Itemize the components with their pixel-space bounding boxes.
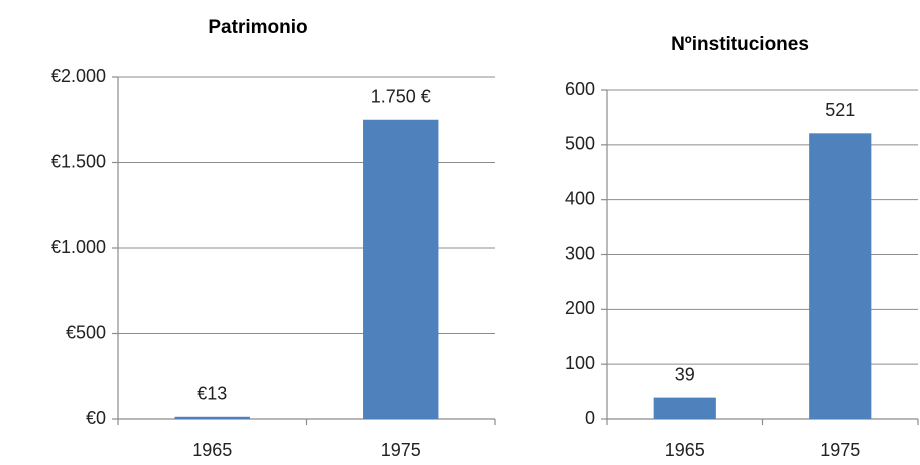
x-tick-label: 1965 [192,440,232,460]
bar [809,133,872,419]
x-tick-label: 1965 [665,440,705,460]
x-tick-label: 1975 [381,440,421,460]
y-tick-label: 100 [565,353,595,373]
bar [174,416,250,419]
chart-title: Patrimonio [208,17,307,38]
y-tick-label: €1.000 [51,237,106,257]
value-label: 521 [825,100,855,120]
y-tick-label: 200 [565,298,595,318]
y-tick-label: 600 [565,79,595,99]
y-tick-label: €500 [66,322,106,342]
y-tick-label: €1.500 [51,151,106,171]
y-tick-label: €0 [86,408,106,428]
bar [363,119,439,419]
y-tick-label: 500 [565,134,595,154]
x-tick-label: 1975 [820,440,860,460]
value-label: 1.750 € [371,87,431,107]
y-tick-label: 300 [565,243,595,263]
value-label: 39 [675,364,695,384]
chart-title: Nºinstituciones [671,34,809,55]
y-tick-label: 400 [565,188,595,208]
y-tick-label: 0 [585,408,595,428]
bar [653,397,716,419]
value-label: €13 [197,384,227,404]
y-tick-label: €2.000 [51,66,106,86]
